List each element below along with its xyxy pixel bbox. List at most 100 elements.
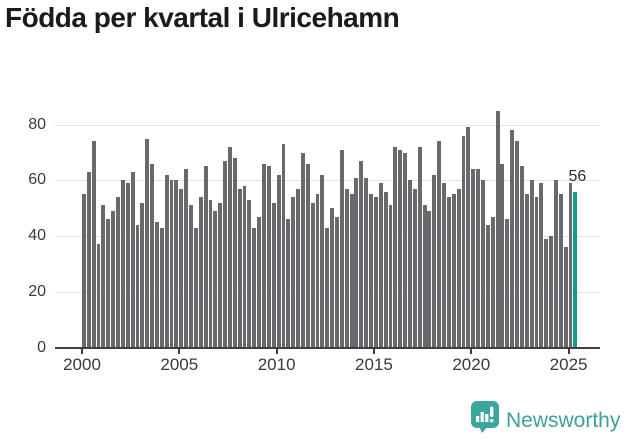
bar [305,163,310,348]
bar [519,166,524,348]
bar [549,236,554,348]
x-tick-mark [372,348,375,354]
y-tick-label: 40 [28,227,46,245]
bar [554,180,558,348]
gridline [55,124,600,126]
x-tick-label: 2005 [160,355,199,374]
bar [189,205,193,348]
bar [573,191,578,348]
bar [130,172,135,348]
bar [266,166,271,348]
bar [373,197,378,348]
bar [422,205,427,348]
bar [213,211,218,348]
bar [481,180,485,348]
bar [505,219,510,348]
bar [257,216,262,348]
x-tick-label: 2015 [355,355,393,374]
bar [169,180,174,348]
y-tick-label: 0 [37,338,46,356]
newsworthy-logo: Newsworthy [471,401,620,439]
bar [101,205,106,348]
bar [150,163,154,348]
chart-title: Födda per kvartal i Ulricehamn [5,2,400,33]
bar [408,180,412,348]
bar [208,199,213,348]
bar [106,219,111,348]
bar [310,202,315,348]
x-axis-line [55,346,600,349]
bar [276,174,281,348]
bar [495,110,500,348]
bar [339,149,344,348]
x-tick-mark [81,348,83,354]
bar [442,183,446,348]
bar [145,138,150,348]
bar [242,185,247,348]
x-tick-mark [470,348,473,354]
bar [471,169,476,348]
y-tick-label: 60 [28,171,46,189]
bar [403,152,408,348]
bar [417,146,422,348]
bar [432,174,437,348]
x-tick-label: 2010 [257,355,296,374]
x-tick-label: 2020 [452,355,491,374]
bar [398,149,403,348]
bar [563,247,568,348]
bar [427,211,432,348]
bar [291,197,296,348]
bar [456,188,461,348]
bar [179,188,184,348]
bar [286,219,291,348]
bar [135,224,140,348]
bar [262,163,266,348]
bar [539,183,544,348]
bar [320,174,325,348]
bar [568,183,573,348]
bar [393,146,398,348]
bar [159,227,164,348]
bar [164,174,169,348]
x-tick-mark [275,348,278,354]
bar [184,169,189,348]
bar [86,172,91,348]
bar [515,141,519,348]
bar [534,197,539,348]
bar [300,152,305,348]
x-tick-label: 2000 [63,355,101,374]
bar [125,183,130,348]
bar [364,177,369,348]
bar [544,238,549,348]
bar [330,208,335,348]
bar [252,227,257,348]
bar [354,177,359,348]
bar [446,197,451,348]
bar [437,141,442,348]
bar [223,160,227,348]
bar [232,158,237,348]
bar [359,160,364,348]
bar [281,144,286,348]
bar [120,180,125,348]
bar [247,199,252,348]
bar [335,216,339,348]
newsworthy-logo-text: Newsworthy [506,408,621,432]
bar [388,205,393,348]
bar [510,130,515,348]
bar [369,194,373,348]
bar [198,197,203,348]
bar [558,194,563,348]
bar [116,197,120,348]
bar [524,194,529,348]
bar [500,163,505,348]
bar [344,188,349,348]
bar [296,188,300,348]
bar [91,141,96,348]
bar [349,194,354,348]
bar [490,216,495,348]
bar [174,180,179,348]
bar [451,194,456,348]
y-tick-label: 80 [28,115,46,133]
